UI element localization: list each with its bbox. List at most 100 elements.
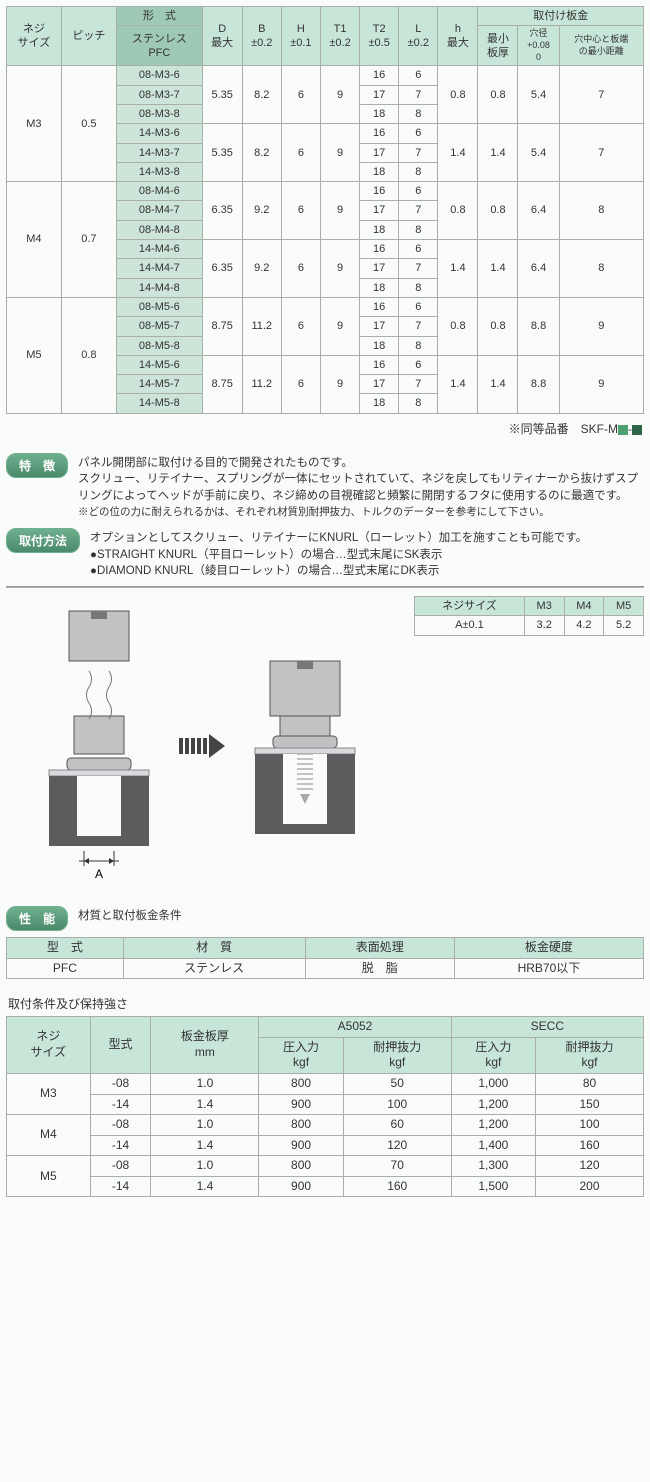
table-cell: M5 bbox=[7, 1156, 91, 1197]
st-r2: 4.2 bbox=[564, 616, 604, 635]
pf-h1: 材 質 bbox=[123, 937, 305, 958]
table-cell: 1,200 bbox=[451, 1115, 535, 1136]
table-cell: 14-M5-8 bbox=[117, 394, 203, 413]
table-cell: 14-M4-6 bbox=[117, 240, 203, 259]
table-cell: 100 bbox=[343, 1094, 451, 1115]
table-cell: 08-M4-7 bbox=[117, 201, 203, 220]
table-cell: 800 bbox=[259, 1115, 343, 1136]
sh-secc: SECC bbox=[451, 1017, 643, 1038]
sh-push1: 耐押抜力kgf bbox=[343, 1037, 451, 1073]
sh-model: 型式 bbox=[90, 1017, 151, 1074]
table-cell: 0.8 bbox=[438, 66, 478, 124]
table-cell: 14-M3-6 bbox=[117, 124, 203, 143]
hdr-hole: 穴径+0.080 bbox=[518, 26, 559, 66]
hdr-pitch: ピッチ bbox=[61, 7, 116, 66]
arrow-icon bbox=[179, 734, 225, 758]
table-cell: 1.4 bbox=[478, 124, 518, 182]
table-cell: 11.2 bbox=[242, 355, 281, 413]
table-cell: 16 bbox=[360, 297, 399, 316]
performance-section: 性 能 材質と取付板金条件 bbox=[6, 906, 644, 931]
hdr-model-sub: ステンレスPFC bbox=[117, 26, 203, 66]
table-cell: -14 bbox=[90, 1176, 151, 1197]
table-cell: 8 bbox=[399, 336, 438, 355]
table-cell: 16 bbox=[360, 66, 399, 85]
table-row: -141.49001001,200150 bbox=[7, 1094, 644, 1115]
st-h2: M4 bbox=[564, 596, 604, 615]
table-cell: 1.4 bbox=[438, 355, 478, 413]
table-cell: 14-M3-7 bbox=[117, 143, 203, 162]
table-cell: 8 bbox=[399, 394, 438, 413]
hdr-hh: h最大 bbox=[438, 7, 478, 66]
pf-r1: ステンレス bbox=[123, 958, 305, 979]
sh-push2: 耐押抜力kgf bbox=[536, 1037, 644, 1073]
strength-title: 取付条件及び保持強さ bbox=[8, 995, 644, 1012]
table-cell: 7 bbox=[559, 124, 643, 182]
table-cell: 80 bbox=[536, 1073, 644, 1094]
pf-h2: 表面処理 bbox=[305, 937, 454, 958]
table-cell: 17 bbox=[360, 85, 399, 104]
table-cell: 200 bbox=[536, 1176, 644, 1197]
table-cell: 6.35 bbox=[202, 240, 242, 298]
features-text: パネル開閉部に取付ける目的で開発されたものです。スクリュー、リテイナー、スプリン… bbox=[78, 455, 644, 505]
table-cell: -08 bbox=[90, 1115, 151, 1136]
table-cell: 5.4 bbox=[518, 124, 559, 182]
table-cell: 1,200 bbox=[451, 1094, 535, 1115]
table-cell: 0.8 bbox=[478, 297, 518, 355]
table-cell: 17 bbox=[360, 143, 399, 162]
performance-table: 型 式 材 質 表面処理 板金硬度 PFC ステンレス 脱 脂 HRB70以下 bbox=[6, 937, 644, 979]
st-r1: 3.2 bbox=[524, 616, 564, 635]
table-cell: 6.35 bbox=[202, 182, 242, 240]
st-h0: ネジサイズ bbox=[415, 596, 525, 615]
table-cell: 16 bbox=[360, 182, 399, 201]
table-cell: 6 bbox=[399, 297, 438, 316]
table-cell: 7 bbox=[559, 66, 643, 124]
table-cell: 9 bbox=[320, 355, 359, 413]
table-cell: 08-M3-8 bbox=[117, 104, 203, 123]
table-cell: 17 bbox=[360, 375, 399, 394]
table-cell: 5.35 bbox=[202, 124, 242, 182]
table-cell: 1,000 bbox=[451, 1073, 535, 1094]
table-cell: -08 bbox=[90, 1073, 151, 1094]
table-cell: 9 bbox=[320, 297, 359, 355]
table-cell: 160 bbox=[536, 1135, 644, 1156]
table-cell: 1.4 bbox=[478, 355, 518, 413]
table-cell: 1,400 bbox=[451, 1135, 535, 1156]
table-cell: 900 bbox=[259, 1135, 343, 1156]
table-cell: 7 bbox=[399, 317, 438, 336]
table-cell: 8 bbox=[559, 182, 643, 240]
table-cell: 8 bbox=[399, 278, 438, 297]
st-h1: M3 bbox=[524, 596, 564, 615]
table-cell: -14 bbox=[90, 1135, 151, 1156]
table-cell: 7 bbox=[399, 201, 438, 220]
table-cell: 6 bbox=[399, 124, 438, 143]
sh-a5052: A5052 bbox=[259, 1017, 451, 1038]
table-cell: 8.75 bbox=[202, 297, 242, 355]
table-cell: 120 bbox=[343, 1135, 451, 1156]
table-row: -141.49001601,500200 bbox=[7, 1176, 644, 1197]
table-cell: 6 bbox=[399, 355, 438, 374]
table-cell: -08 bbox=[90, 1156, 151, 1177]
table-cell: 9 bbox=[320, 66, 359, 124]
hdr-t2: T2±0.5 bbox=[360, 7, 399, 66]
features-pill: 特 徴 bbox=[6, 453, 68, 478]
table-cell: 1.4 bbox=[151, 1135, 259, 1156]
mounting-pill: 取付方法 bbox=[6, 528, 80, 553]
sh-thick: 板金板厚mm bbox=[151, 1017, 259, 1074]
table-row: M5-081.0800701,300120 bbox=[7, 1156, 644, 1177]
table-cell: 1.0 bbox=[151, 1156, 259, 1177]
table-cell: 6 bbox=[399, 66, 438, 85]
mounting-text: オプションとしてスクリュー、リテイナーにKNURL（ローレット）加工を施すことも… bbox=[90, 530, 587, 547]
table-cell: 0.5 bbox=[61, 66, 116, 182]
hdr-mount: 取付け板金 bbox=[478, 7, 644, 26]
table-cell: 14-M4-7 bbox=[117, 259, 203, 278]
diagram-area: A bbox=[6, 596, 644, 886]
spec-table: ネジサイズ ピッチ 形 式 D最大 B±0.2 H±0.1 T1±0.2 T2±… bbox=[6, 6, 644, 414]
diagrams: A bbox=[6, 596, 398, 886]
pf-r0: PFC bbox=[7, 958, 124, 979]
mounting-b1: ●STRAIGHT KNURL（平目ローレット）の場合…型式末尾にSK表示 bbox=[90, 547, 587, 564]
table-cell: 160 bbox=[343, 1176, 451, 1197]
table-cell: 16 bbox=[360, 240, 399, 259]
table-cell: 6 bbox=[281, 240, 320, 298]
table-row: M30.508-M3-65.358.2691660.80.85.47 bbox=[7, 66, 644, 85]
table-cell: 150 bbox=[536, 1094, 644, 1115]
